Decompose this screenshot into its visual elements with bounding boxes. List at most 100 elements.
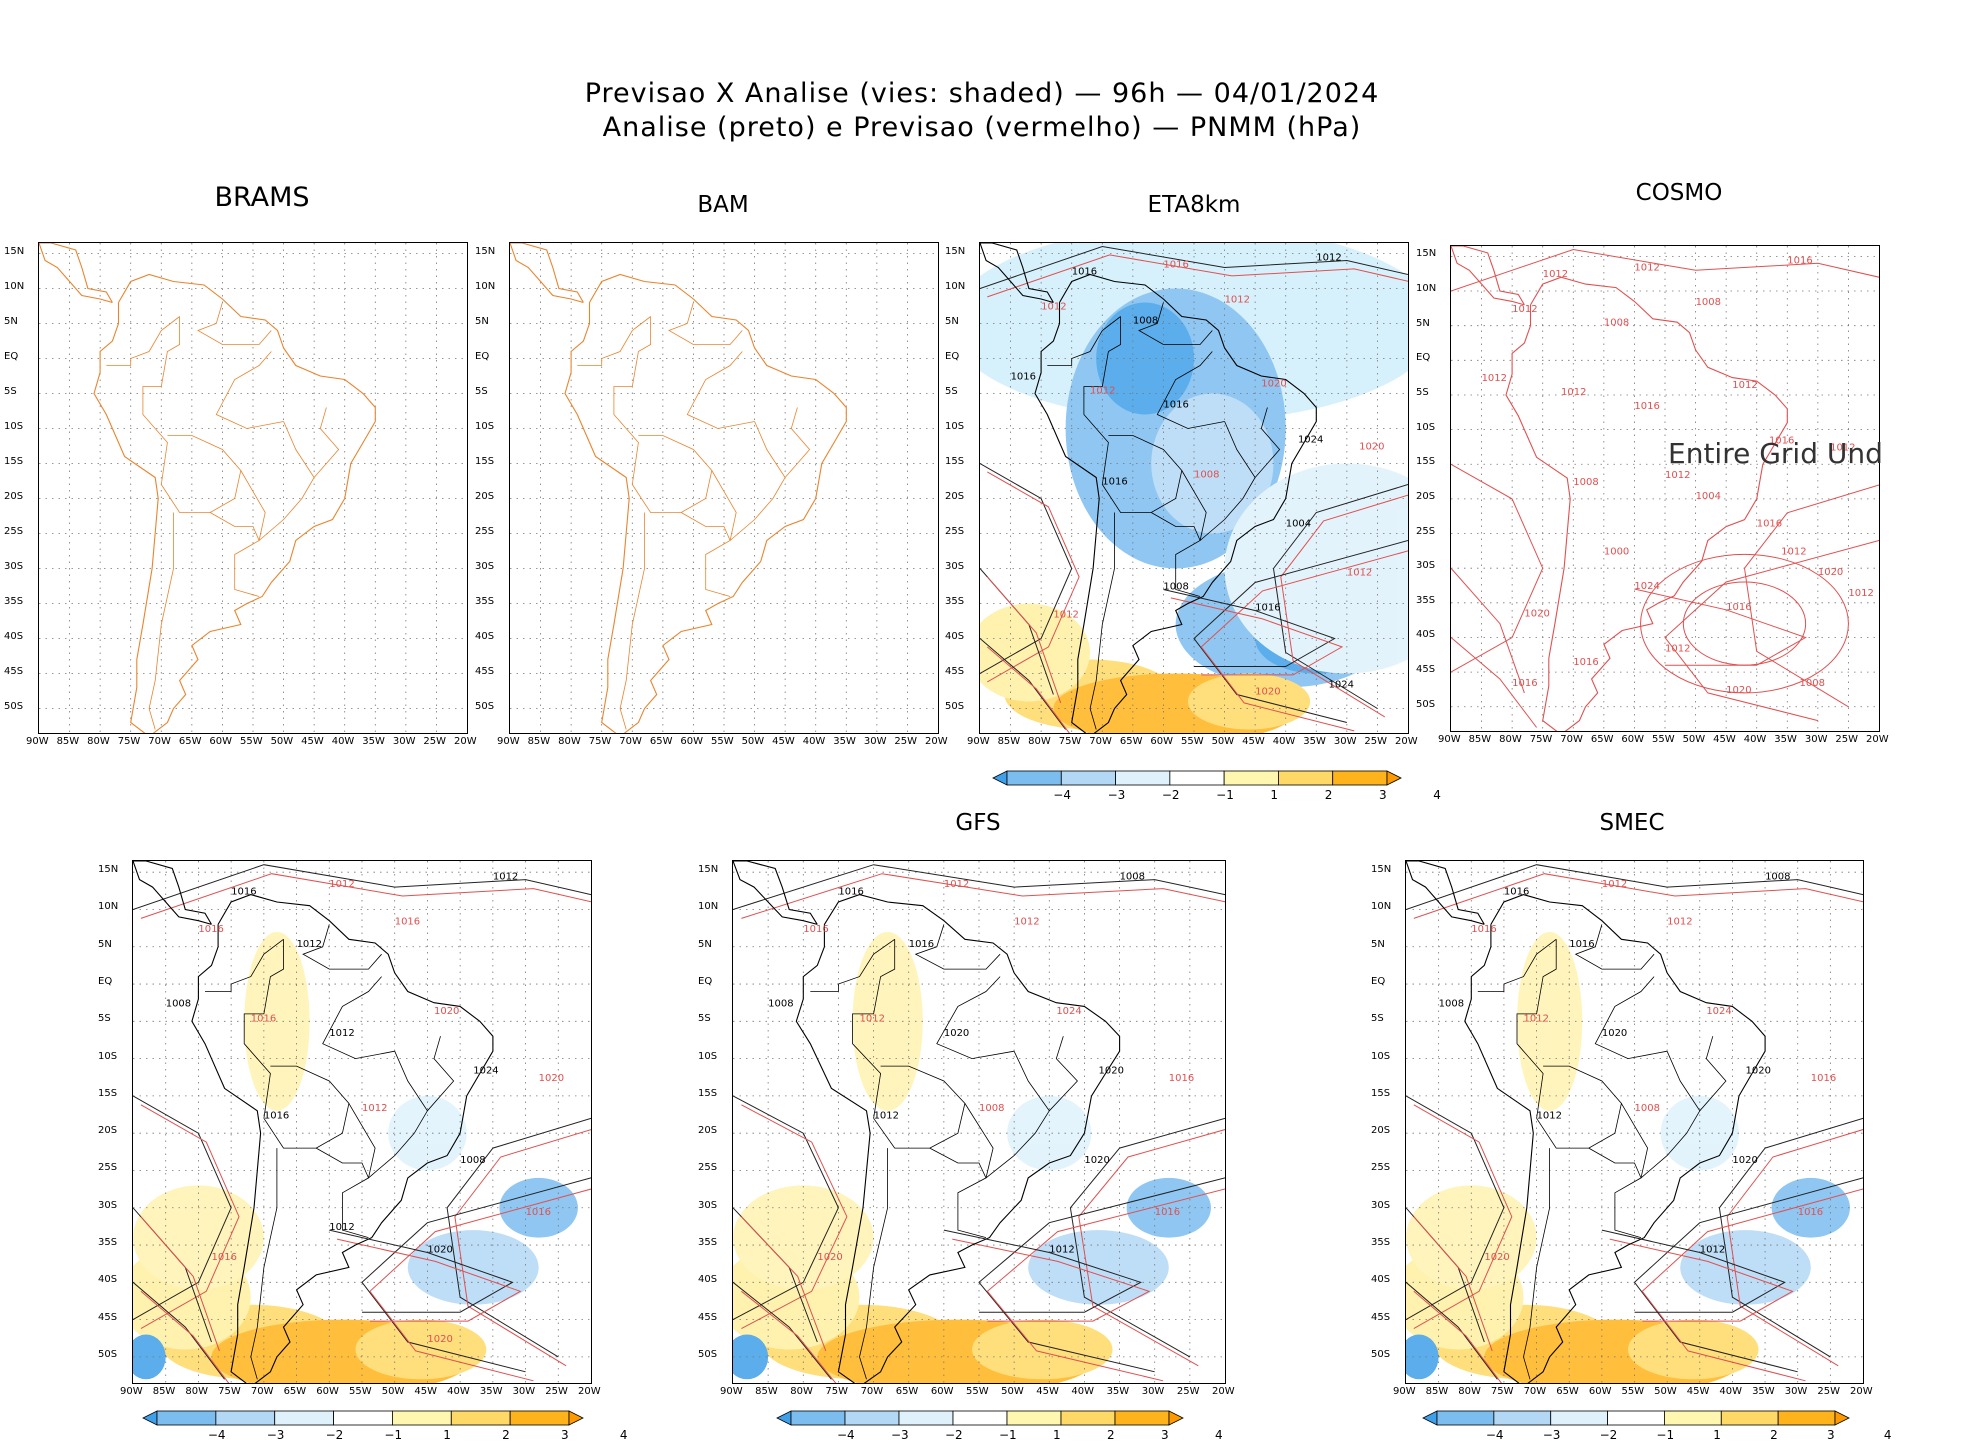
map-svg-bam [510, 243, 938, 733]
isobar-label: 1012 [860, 1013, 885, 1024]
isobar-label: 1008 [460, 1155, 485, 1166]
isobar-label: 1012 [1848, 588, 1873, 599]
south-america-outline [1464, 894, 1766, 1383]
isobar-line [987, 471, 1080, 683]
lon-tick-label: 90W [26, 736, 49, 747]
lon-tick-label: 25W [1835, 734, 1859, 745]
isobar-label: 1012 [944, 879, 969, 890]
lon-tick-label: 45W [414, 1386, 438, 1397]
lon-tick-label: 90W [120, 1386, 143, 1397]
lat-tick-label: EQ [1371, 976, 1386, 988]
lon-tick-label: 30W [392, 736, 416, 747]
bias-blob [1406, 1185, 1537, 1290]
lon-tick-label: 70W [860, 1386, 884, 1397]
colorbar-label: 4 [1215, 1428, 1223, 1442]
colorbar-swatch [992, 770, 1008, 786]
lat-tick-label: 15S [698, 1087, 718, 1099]
country-border [1181, 470, 1207, 541]
colorbar-label: 2 [1324, 788, 1333, 802]
colorbar-label: −2 [1599, 1428, 1618, 1442]
country-border [1101, 435, 1183, 513]
colorbar-unnamed [142, 1410, 584, 1426]
lat-tick-label: 40S [4, 630, 24, 642]
lon-tick-label: 65W [283, 1386, 307, 1397]
isobar-line [1163, 589, 1336, 667]
lat-tick-label: EQ [98, 976, 113, 988]
isobar-label: 1012 [329, 1222, 354, 1233]
colorbar-swatch [898, 1410, 954, 1426]
lon-tick-label: 20W [1212, 1386, 1235, 1397]
isobar-line [369, 1188, 591, 1382]
lat-tick-label: 15N [98, 864, 119, 876]
lon-tick-label: 40W [1719, 1386, 1743, 1397]
colorbar-label: −2 [325, 1428, 344, 1442]
isobar-line [986, 1188, 1225, 1382]
lat-tick-label: 10S [945, 420, 965, 432]
lat-tick-label: 5N [98, 938, 112, 950]
isobar-label: 1008 [1194, 470, 1219, 481]
isobar-label: 1020 [427, 1334, 452, 1345]
isobar-label: 1012 [1700, 1245, 1725, 1256]
lat-tick-label: 10N [475, 280, 496, 292]
lat-tick-label: 15S [1371, 1087, 1391, 1099]
country-border [142, 316, 181, 485]
isobar-label: 1016 [1163, 400, 1188, 411]
lon-tick-label: 45W [1686, 1386, 1710, 1397]
panel-title-eta: ETA8km [1147, 192, 1241, 218]
lon-tick-label: 50W [1682, 734, 1706, 745]
colorbar-label: 4 [1433, 788, 1441, 802]
isobar-line [140, 1104, 240, 1330]
lat-tick-label: 5S [945, 385, 958, 397]
lon-tick-label: 40W [447, 1386, 470, 1397]
isobar-line [952, 1238, 1151, 1322]
bias-shading [733, 931, 1211, 1383]
colorbar-swatch [215, 1410, 276, 1426]
lat-tick-label: 30S [698, 1199, 718, 1211]
country-border [1156, 351, 1225, 429]
lon-tick-label: 30W [512, 1386, 536, 1397]
lon-tick-label: 75W [1058, 736, 1082, 747]
lat-tick-label: 35S [1371, 1237, 1391, 1249]
lon-tick-label: 60W [930, 1386, 954, 1397]
country-border [1083, 316, 1122, 485]
lon-tick-label: 75W [117, 736, 141, 747]
country-border [964, 1103, 994, 1178]
isobar-label: 1012 [329, 1028, 354, 1039]
lat-tick-label: 25S [475, 525, 495, 537]
country-border [784, 407, 811, 478]
colorbar-label: 1 [443, 1428, 451, 1442]
lat-tick-label: 30S [1371, 1199, 1391, 1211]
lat-tick-label: 25S [945, 525, 965, 537]
lon-tick-label: 60W [1588, 1386, 1612, 1397]
coastline [980, 243, 1317, 733]
lat-tick-label: 45S [98, 1311, 118, 1323]
lon-tick-label: 40W [802, 736, 826, 747]
lon-tick-label: 20W [925, 736, 948, 747]
colorbar-label: −3 [1107, 788, 1126, 802]
lat-tick-label: 5N [945, 315, 959, 327]
isobar-label: 1012 [1634, 262, 1659, 273]
lat-tick-label: 50S [698, 1348, 718, 1360]
lon-tick-label: 70W [1089, 736, 1112, 747]
country-border [302, 924, 382, 970]
colorbar-swatch [1060, 1410, 1116, 1426]
lat-tick-label: 15S [4, 455, 24, 467]
isobar-line [733, 1095, 839, 1321]
country-border [148, 512, 174, 730]
lon-tick-label: 65W [895, 1386, 919, 1397]
lon-tick-label: 90W [497, 736, 520, 747]
isobar-label: 1012 [1830, 442, 1855, 453]
lon-tick-label: 25W [1364, 736, 1388, 747]
lon-tick-label: 65W [178, 736, 202, 747]
lat-tick-label: 40S [1416, 629, 1436, 641]
country-border [577, 316, 651, 366]
isobar-label: 1012 [1041, 302, 1066, 313]
lat-tick-label: 10S [698, 1050, 718, 1062]
panel-title-cosmo: COSMO [1635, 180, 1723, 206]
lon-tick-label: 55W [966, 1386, 989, 1397]
colorbar-swatch [1006, 770, 1062, 786]
lon-tick-label: 30W [1141, 1386, 1165, 1397]
isobar-label: 1008 [1800, 678, 1825, 689]
lat-tick-label: 10S [4, 420, 24, 432]
lon-tick-label: 80W [1458, 1386, 1481, 1397]
